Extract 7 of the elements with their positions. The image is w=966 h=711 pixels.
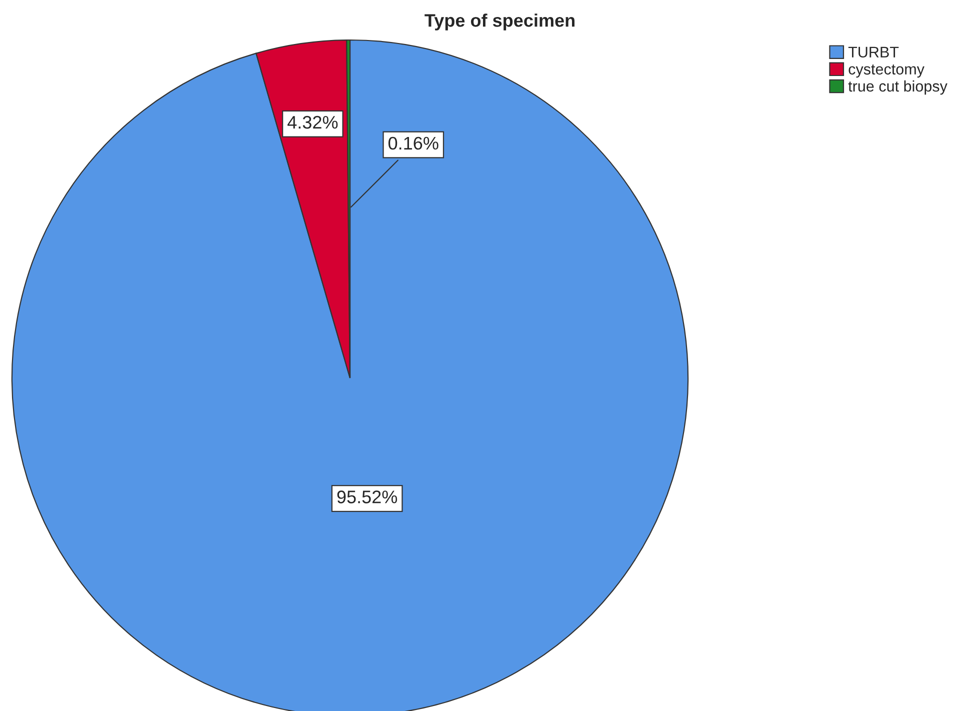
data-label: 95.52% xyxy=(337,490,398,504)
data-label: 0.16% xyxy=(388,136,438,150)
chart-title: Type of specimen xyxy=(424,14,574,30)
legend-label: cystectomy xyxy=(848,64,924,78)
legend-label: TURBT xyxy=(848,46,899,58)
legend-label: true cut biopsy xyxy=(848,80,948,95)
data-label: 4.32% xyxy=(288,116,338,129)
